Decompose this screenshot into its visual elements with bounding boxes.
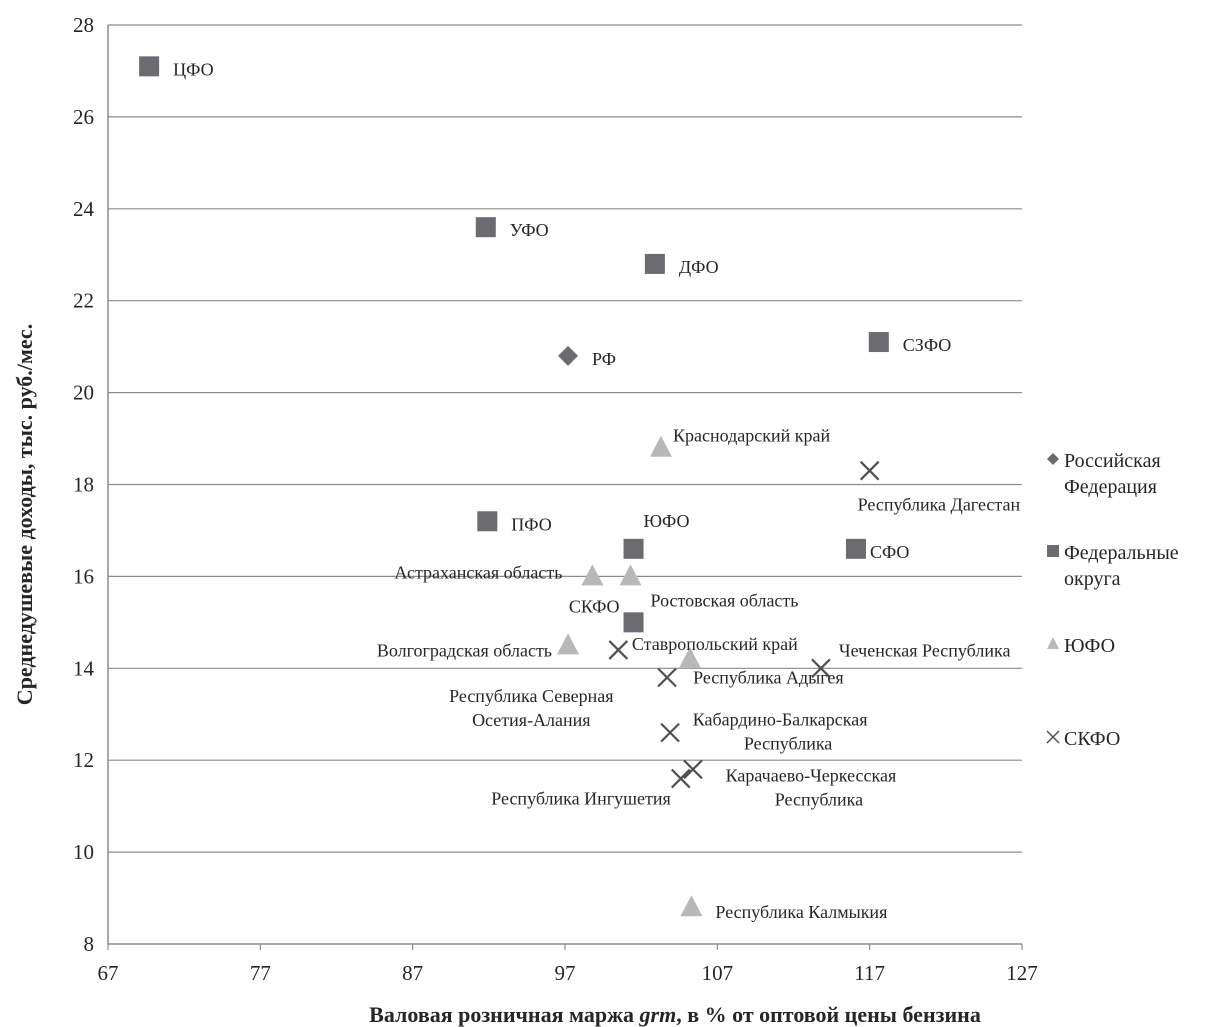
legend: Российская Федерация Федеральные округа ЮФО С…	[1046, 450, 1179, 750]
point-label: Республика Ингушетия	[491, 789, 671, 809]
y-tick-label: 10	[73, 840, 94, 864]
point-label: Волгоградская область	[377, 640, 552, 660]
cross-point	[670, 768, 691, 789]
diamond-point	[558, 345, 579, 366]
cross-stroke	[657, 667, 677, 688]
square-point	[623, 612, 644, 633]
cross-point	[683, 759, 703, 780]
point-label: СЗФО	[903, 335, 951, 355]
cross-point	[660, 722, 680, 743]
axes: 8 10 12 14 16 18 20 22 24 26 28 67 77 87 97 107 117 127	[73, 13, 1038, 985]
y-tick-label: 16	[73, 564, 94, 588]
triangle-point	[581, 564, 604, 586]
square-point	[868, 332, 889, 353]
legend-triangle-icon	[1047, 637, 1059, 649]
point-label: Кабардино-Балкарская	[693, 710, 868, 730]
point-label: Астраханская область	[394, 562, 562, 582]
cross-stroke	[683, 759, 703, 780]
square-point	[477, 511, 498, 532]
point-label: Республика Северная	[449, 686, 613, 706]
x-tick-label: 127	[1006, 961, 1038, 985]
cross-stroke	[608, 640, 629, 660]
legend-item: СКФО	[1046, 728, 1120, 750]
cross-stroke	[670, 768, 691, 789]
point-label: Республика	[775, 789, 863, 809]
point-label: РФ	[592, 349, 616, 369]
point-label: СКФО	[569, 596, 620, 616]
cross-point	[811, 658, 831, 679]
triangle-point	[678, 647, 701, 669]
legend-item: Федеральные округа	[1047, 542, 1179, 590]
point-label: Ростовская область	[651, 590, 799, 610]
y-tick-label: 12	[73, 748, 94, 772]
point-label: Карачаево-Черкесская	[726, 765, 897, 785]
square-point	[845, 538, 866, 559]
point-label: Ставропольский край	[632, 634, 798, 654]
y-tick-label: 18	[73, 473, 94, 497]
point-label: Краснодарский край	[673, 426, 830, 446]
x-axis-title: Валовая розничная маржа grm, в % от опто…	[369, 1002, 981, 1027]
cross-point	[608, 640, 629, 660]
cross-stroke	[811, 658, 831, 679]
gridlines	[108, 24, 1022, 853]
point-label: Чеченская Республика	[839, 640, 1011, 660]
legend-diamond-icon	[1047, 453, 1059, 465]
legend-item: ЮФО	[1047, 635, 1115, 657]
legend-label: Федерация	[1064, 476, 1157, 498]
point-label: Республика	[744, 734, 832, 754]
point-label: УФО	[510, 220, 549, 240]
cross-stroke	[1046, 730, 1060, 744]
x-tick-label: 97	[555, 961, 576, 985]
point-labels: РФ ЦФО УФО ДФО СЗФО ПФО ЮФО СФО СКФО Краснодарски…	[173, 59, 1020, 922]
x-tick-label: 77	[250, 961, 271, 985]
y-tick-label: 14	[73, 656, 95, 680]
triangle-point	[619, 564, 642, 586]
point-label: ЮФО	[644, 511, 690, 531]
x-axis-title-part: , в % от оптовой цены бензина	[676, 1002, 981, 1027]
data-points	[139, 56, 889, 917]
square-point	[623, 538, 644, 559]
x-tick-label: 117	[854, 961, 885, 985]
point-label: ЦФО	[173, 59, 213, 79]
legend-cross-icon	[1046, 730, 1060, 744]
square-point	[644, 253, 665, 274]
legend-label: округа	[1064, 568, 1121, 590]
y-tick-label: 20	[73, 381, 94, 405]
x-axis-title-part: Валовая розничная маржа	[369, 1002, 639, 1027]
triangle-point	[557, 633, 580, 655]
triangle-point	[680, 895, 703, 917]
point-label: СФО	[870, 542, 909, 562]
y-axis-title: Среднедушевые доходы, тыс. руб./мес.	[12, 324, 37, 705]
point-label: Осетия-Алания	[472, 710, 591, 730]
legend-label: СКФО	[1064, 728, 1120, 750]
legend-label: Российская	[1064, 450, 1161, 472]
cross-stroke	[859, 460, 880, 481]
legend-label: ЮФО	[1064, 635, 1115, 657]
cross-stroke	[660, 722, 680, 743]
axis-titles: Среднедушевые доходы, тыс. руб./мес. Вало…	[12, 324, 981, 1027]
square-point	[475, 217, 496, 238]
legend-label: Федеральные	[1064, 542, 1179, 564]
y-tick-label: 22	[73, 289, 94, 313]
cross-point	[859, 460, 880, 481]
x-axis-title-part: grm	[639, 1002, 677, 1027]
point-label: Республика Адыгея	[693, 667, 844, 687]
x-tick-label: 107	[702, 961, 734, 985]
y-tick-label: 8	[84, 932, 95, 956]
x-tick-label: 87	[402, 961, 423, 985]
y-tick-label: 24	[73, 197, 95, 221]
y-tick-label: 28	[73, 13, 94, 37]
legend-square-icon	[1047, 545, 1059, 557]
cross-point	[657, 667, 677, 688]
point-label: ДФО	[679, 257, 719, 277]
point-label: Республика Калмыкия	[715, 902, 887, 922]
legend-item: Российская Федерация	[1047, 450, 1161, 498]
square-point	[139, 56, 160, 77]
x-tick-label: 67	[98, 961, 119, 985]
point-label: Республика Дагестан	[858, 495, 1021, 515]
triangle-point	[649, 435, 672, 457]
point-label: ПФО	[511, 514, 551, 534]
y-tick-label: 26	[73, 105, 94, 129]
